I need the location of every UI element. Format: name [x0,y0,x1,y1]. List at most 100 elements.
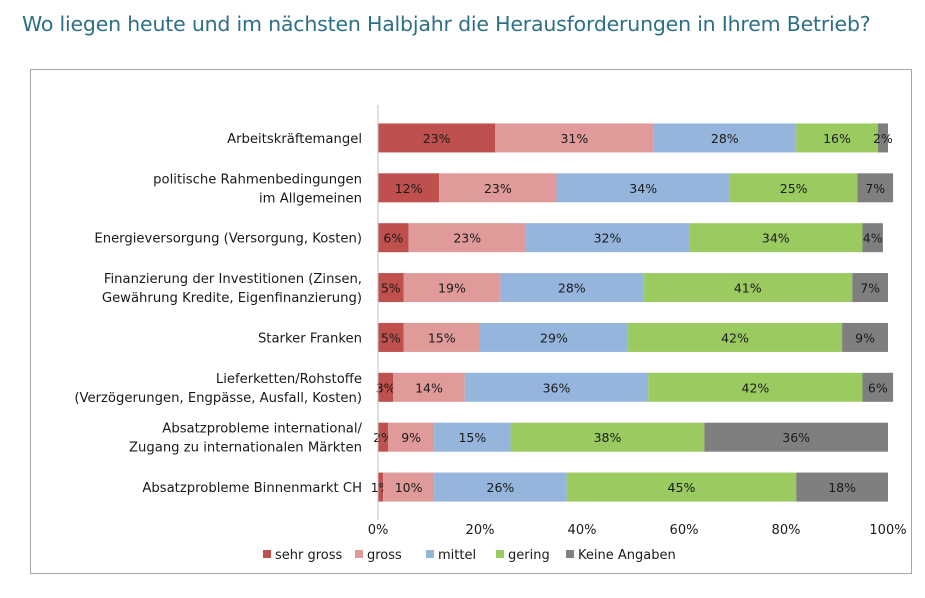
data-label: 3% [376,380,396,395]
bar-segment-gering [796,123,878,153]
data-label: 6% [383,231,403,246]
data-label: 18% [828,480,856,495]
bar-segment-keine-angaben [842,322,888,352]
data-label: 26% [487,480,515,495]
data-label: 38% [594,430,622,445]
data-label: 5% [381,281,401,296]
data-label: 2% [873,131,893,146]
data-label: 45% [668,480,696,495]
bar-segment-gering [510,422,705,452]
legend-swatch-mittel [426,550,434,558]
bar-segment-sehr-gross [378,372,394,402]
category-label: Arbeitskräftemangel [227,132,362,147]
bar-segment-sehr-gross [378,223,409,253]
data-label: 42% [742,380,770,395]
data-label: 25% [780,181,808,196]
bar-segment-mittel [480,322,628,352]
legend-swatch-keine-angaben [566,550,574,558]
data-label: 14% [415,380,443,395]
bar-segment-mittel [464,372,649,402]
bar-segment-gross [403,322,480,352]
data-label: 6% [868,380,888,395]
legend-swatch-gross [355,550,363,558]
chart-frame [30,69,912,574]
data-label: 23% [423,131,451,146]
bar-segment-mittel [556,173,730,203]
category-label: Lieferketten/Rohstoffe [216,372,362,387]
data-label: 12% [395,181,423,196]
bar-segment-gering [643,273,853,303]
bar-segment-gross [439,173,557,203]
category-label: Finanzierung der Investitionen (Zinsen, [104,272,362,287]
page-title: Wo liegen heute und im nächsten Halbjahr… [22,12,871,36]
bar-segment-sehr-gross [378,322,404,352]
bar-segment-sehr-gross [378,472,384,502]
x-tick-label: 80% [772,523,801,538]
bar-segment-gross [393,372,465,402]
data-label: 23% [484,181,512,196]
bar-segment-gering [689,223,863,253]
data-label: 34% [629,181,657,196]
data-label: 36% [782,430,810,445]
bar-segment-gross [408,223,526,253]
bar-segment-gross [495,123,654,153]
legend-swatch-gering [496,550,504,558]
bar-segment-sehr-gross [378,123,496,153]
data-label: 32% [594,231,622,246]
bar-segment-mittel [525,223,690,253]
data-label: 23% [453,231,481,246]
x-tick-label: 0% [368,523,389,538]
bar-segment-sehr-gross [378,173,440,203]
bar-segment-keine-angaben [877,123,888,153]
bar-segment-gering [627,322,843,352]
data-label: 7% [860,281,880,296]
category-label: Absatzprobleme international/ [162,422,362,437]
bar-segment-gering [729,173,858,203]
category-label: Zugang zu internationalen Märkten [129,441,362,456]
category-label: (Verzögerungen, Engpässe, Ausfall, Koste… [74,391,362,406]
bar-segment-mittel [434,422,511,452]
data-label: 42% [721,330,749,345]
bar-segment-keine-angaben [852,273,888,303]
bar-segment-gross [403,273,501,303]
data-label: 10% [395,480,423,495]
data-label: 5% [381,330,401,345]
category-label: Energieversorgung (Versorgung, Kosten) [94,232,362,247]
bar-segment-mittel [500,273,644,303]
bar-segment-mittel [653,123,797,153]
legend-label: mittel [438,548,476,563]
data-label: 16% [823,131,851,146]
category-label: politische Rahmenbedingungen [153,172,362,187]
data-label: 28% [558,281,586,296]
legend-label: gering [508,548,550,563]
bar-segment-gering [648,372,863,402]
bar-segment-keine-angaben [857,173,894,203]
legend-swatch-sehr-gross [263,550,271,558]
data-label: 15% [428,330,456,345]
data-label: 36% [543,380,571,395]
data-label: 31% [560,131,588,146]
bar-segment-gering [566,472,797,502]
category-label: Starker Franken [258,331,362,346]
category-label: im Allgemeinen [259,191,362,206]
x-tick-label: 20% [466,523,495,538]
data-label: 28% [711,131,739,146]
bar-segment-sehr-gross [378,422,389,452]
bar-segment-sehr-gross [378,273,404,303]
data-label: 41% [734,281,762,296]
data-label: 4% [863,231,883,246]
data-label: 19% [438,281,466,296]
x-tick-label: 100% [869,523,906,538]
bar-segment-gross [383,472,435,502]
category-label: Gewährung Kredite, Eigenfinanzierung) [102,291,362,306]
x-tick-label: 60% [670,523,699,538]
legend-label: sehr gross [275,548,343,563]
bar-segment-gross [388,422,435,452]
legend-label: gross [367,548,402,563]
bar-segment-keine-angaben [862,223,883,253]
bar-segment-keine-angaben [796,472,888,502]
bar-segment-keine-angaben [704,422,888,452]
bar-segment-keine-angaben [862,372,894,402]
category-label: Absatzprobleme Binnenmarkt CH [142,481,362,496]
